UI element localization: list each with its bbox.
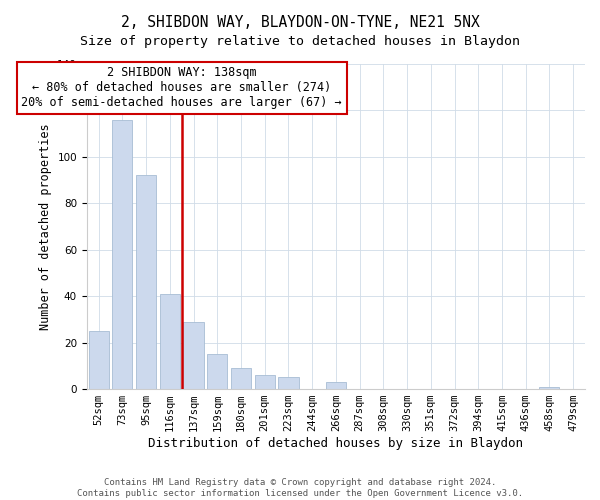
X-axis label: Distribution of detached houses by size in Blaydon: Distribution of detached houses by size … <box>148 437 523 450</box>
Bar <box>184 322 203 389</box>
Bar <box>326 382 346 389</box>
Bar <box>136 176 156 389</box>
Bar <box>89 331 109 389</box>
Bar <box>278 378 299 389</box>
Bar <box>112 120 133 389</box>
Bar <box>207 354 227 389</box>
Bar <box>539 387 559 389</box>
Text: Size of property relative to detached houses in Blaydon: Size of property relative to detached ho… <box>80 35 520 48</box>
Text: Contains HM Land Registry data © Crown copyright and database right 2024.
Contai: Contains HM Land Registry data © Crown c… <box>77 478 523 498</box>
Text: 2, SHIBDON WAY, BLAYDON-ON-TYNE, NE21 5NX: 2, SHIBDON WAY, BLAYDON-ON-TYNE, NE21 5N… <box>121 15 479 30</box>
Y-axis label: Number of detached properties: Number of detached properties <box>39 123 52 330</box>
Text: 2 SHIBDON WAY: 138sqm
← 80% of detached houses are smaller (274)
20% of semi-det: 2 SHIBDON WAY: 138sqm ← 80% of detached … <box>22 66 342 110</box>
Bar <box>160 294 180 389</box>
Bar <box>254 375 275 389</box>
Bar <box>231 368 251 389</box>
